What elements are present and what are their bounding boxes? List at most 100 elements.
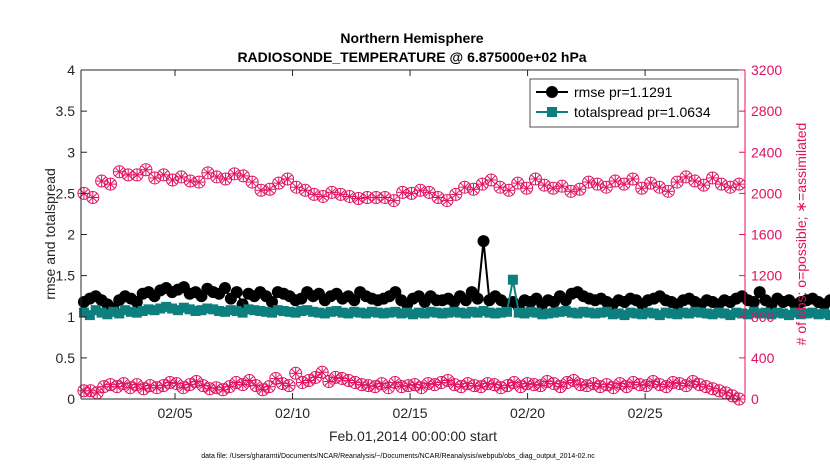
star-stroke — [715, 386, 724, 396]
star-stroke — [245, 376, 254, 385]
obs-assimilated-point — [581, 380, 593, 392]
obs-assimilated-point — [356, 379, 368, 391]
totalspread-point — [460, 308, 471, 319]
star-stroke — [495, 182, 505, 192]
star-stroke — [417, 383, 426, 392]
star-stroke — [159, 170, 168, 180]
totalspread-point — [584, 307, 595, 318]
star-stroke — [238, 380, 248, 389]
obs-possible-point — [553, 380, 567, 394]
star-stroke — [628, 174, 638, 184]
obs-assimilated-point — [166, 174, 178, 186]
star-stroke — [442, 196, 452, 205]
obs-possible-point — [679, 379, 693, 393]
star-stroke — [486, 175, 496, 185]
obs-assimilated-point — [432, 191, 444, 203]
star-stroke — [119, 379, 128, 388]
totalspread-point — [772, 307, 783, 318]
totalspread-point — [219, 306, 230, 317]
star-stroke — [469, 185, 478, 194]
obs-possible-point — [315, 365, 329, 379]
star-stroke — [212, 383, 221, 392]
totalspread-point — [325, 306, 336, 317]
totalspread-point — [408, 309, 418, 320]
obs-possible-point — [396, 185, 410, 199]
obs-possible-point — [139, 163, 153, 177]
star-stroke — [168, 175, 177, 185]
totalspread-point — [255, 305, 266, 316]
totalspread-point — [795, 309, 806, 320]
star-stroke — [681, 381, 691, 390]
totalspread-point — [572, 308, 583, 319]
obs-assimilated-point — [621, 381, 633, 393]
star-stroke — [699, 180, 708, 190]
star-stroke — [717, 179, 726, 189]
obs-assimilated-point — [316, 366, 328, 378]
obs-possible-point — [381, 381, 395, 395]
star-stroke — [548, 183, 558, 193]
star-stroke — [478, 179, 487, 189]
obs-possible-point — [325, 185, 339, 199]
star-stroke — [460, 182, 469, 192]
obs-assimilated-point — [468, 183, 480, 195]
totalspread-point — [660, 307, 671, 318]
totalspread-point — [789, 307, 800, 318]
y2-tick-label: 400 — [751, 350, 775, 366]
obs-possible-point — [613, 377, 627, 391]
star-stroke — [132, 170, 142, 180]
star-stroke — [177, 172, 186, 182]
obs-possible-point — [652, 180, 666, 194]
totalspread-point — [290, 307, 301, 318]
totalspread-point — [360, 308, 371, 319]
obs-possible-point — [183, 378, 197, 392]
totalspread-point — [554, 306, 565, 317]
rmse-point — [230, 286, 243, 299]
y2-tick-label: 2400 — [751, 144, 782, 160]
series-0 — [77, 235, 830, 315]
totalspread-point — [302, 305, 313, 316]
totalspread-point — [413, 307, 424, 318]
obs-assimilated-point — [503, 184, 515, 196]
totalspread-point — [313, 307, 324, 318]
star-stroke — [251, 381, 261, 390]
obs-assimilated-point — [609, 175, 621, 187]
totalspread-point — [607, 309, 618, 320]
totalspread-point — [813, 309, 824, 320]
totalspread-point — [178, 302, 189, 313]
star-stroke — [198, 381, 208, 390]
obs-assimilated-point — [512, 177, 524, 189]
totalspread-point — [490, 308, 501, 319]
y-tick-label: 3.5 — [56, 103, 76, 119]
star-stroke — [540, 180, 549, 190]
star-stroke — [212, 172, 221, 182]
star-stroke — [172, 379, 181, 388]
series-4 — [77, 365, 746, 406]
totalspread-point — [184, 304, 195, 315]
obs-possible-point — [500, 379, 514, 393]
obs-assimilated-point — [104, 379, 116, 391]
obs-assimilated-point — [660, 381, 672, 393]
star-stroke — [681, 172, 691, 182]
obs-assimilated-point — [190, 376, 202, 388]
totalspread-point — [266, 307, 277, 318]
y2-tick-label: 1600 — [751, 227, 782, 243]
totalspread-point — [78, 307, 89, 318]
obs-assimilated-point — [211, 171, 223, 183]
totalspread-point — [237, 307, 248, 318]
star-stroke — [284, 381, 294, 390]
star-stroke — [642, 381, 651, 390]
obs-assimilated-point — [565, 185, 577, 197]
star-stroke — [566, 187, 576, 196]
star-stroke — [451, 190, 461, 199]
obs-possible-point — [540, 375, 554, 389]
star-stroke — [221, 174, 230, 184]
star-stroke — [562, 378, 572, 387]
obs-possible-point — [201, 166, 215, 180]
totalspread-point — [701, 308, 712, 319]
obs-possible-point — [322, 375, 336, 389]
obs-possible-point — [573, 182, 587, 196]
star-stroke — [430, 380, 439, 389]
star-stroke — [265, 382, 274, 391]
totalspread-point — [578, 306, 589, 317]
